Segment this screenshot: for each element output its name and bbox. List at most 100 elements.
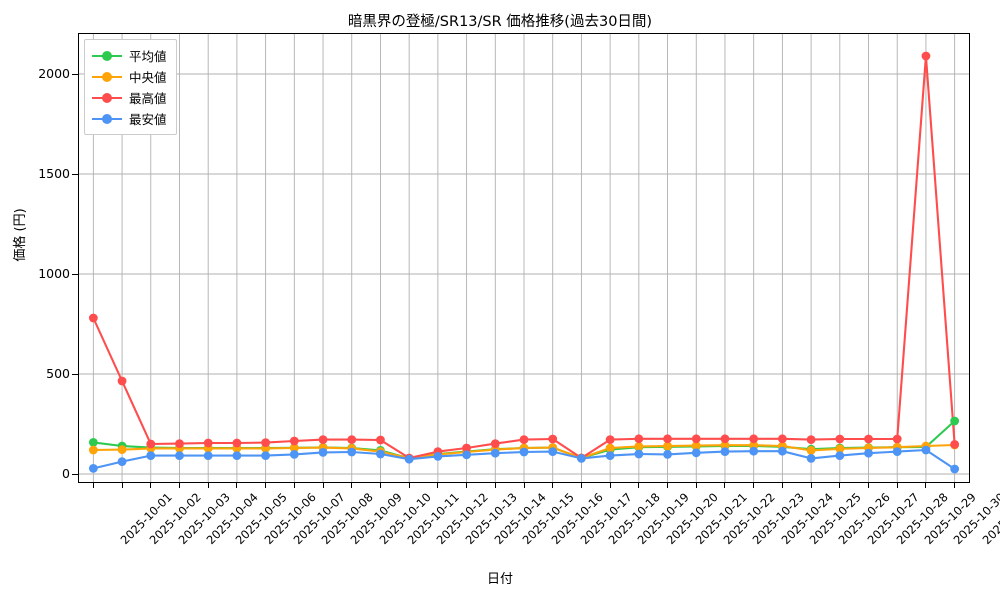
data-point (376, 449, 385, 459)
x-tick-mark (178, 483, 180, 488)
data-point (864, 448, 873, 458)
data-point (232, 438, 242, 448)
data-point (462, 443, 471, 453)
data-point (519, 435, 529, 444)
x-tick-mark (437, 483, 439, 488)
data-point (548, 447, 558, 456)
x-tick-mark (667, 483, 669, 488)
legend-swatch-icon (92, 91, 122, 105)
x-tick-mark (408, 483, 410, 488)
x-tick-mark (810, 483, 812, 488)
y-tick-label: 0 (62, 466, 70, 481)
data-point (347, 447, 357, 457)
legend-swatch-icon (92, 49, 122, 63)
data-point (663, 441, 672, 451)
data-point (146, 451, 156, 460)
x-tick-mark (781, 483, 783, 488)
x-tick-mark (351, 483, 353, 488)
legend-item-最高値[interactable]: 最高値 (92, 87, 167, 108)
plot-area (78, 33, 970, 483)
data-point (634, 449, 644, 459)
x-tick-mark (695, 483, 697, 488)
y-tick-mark (72, 273, 78, 275)
data-point (749, 446, 759, 456)
data-point (605, 451, 615, 460)
chart-legend[interactable]: 平均値中央値最高値 最安値 (84, 39, 177, 135)
data-point (835, 434, 845, 444)
x-tick-mark (207, 483, 209, 488)
data-point (892, 447, 902, 456)
data-point (203, 451, 213, 460)
x-tick-mark (609, 483, 611, 488)
x-tick-mark (494, 483, 496, 488)
data-point (88, 445, 98, 455)
data-point (318, 435, 328, 444)
y-tick-mark (72, 173, 78, 175)
y-tick-label: 1000 (38, 266, 70, 281)
y-axis-tick-labels: 0 500 1000 1500 2000 (0, 0, 78, 600)
chart-title: 暗黒界の登極/SR13/SR 価格推移(過去30日間) (347, 14, 653, 30)
data-point (605, 435, 615, 444)
data-point (88, 313, 98, 323)
data-point (490, 439, 500, 448)
data-point (663, 434, 672, 444)
x-tick-mark (466, 483, 468, 488)
data-point (921, 51, 931, 61)
data-point (577, 454, 586, 463)
data-point (691, 434, 701, 444)
data-point (376, 435, 385, 445)
data-point (261, 451, 271, 460)
data-point (289, 443, 299, 453)
data-point (289, 436, 299, 446)
data-point (490, 448, 500, 458)
data-point (347, 435, 357, 444)
data-point (462, 450, 471, 460)
x-tick-mark (293, 483, 295, 488)
y-tick-label: 2000 (38, 66, 70, 81)
data-point (864, 434, 873, 444)
x-tick-mark (523, 483, 525, 488)
y-tick-label: 500 (46, 366, 70, 381)
data-point (777, 434, 787, 444)
data-point (88, 464, 98, 473)
data-point (777, 446, 787, 456)
legend-swatch-icon (92, 112, 122, 126)
legend-label: 平均値 (129, 49, 167, 64)
data-point (634, 434, 644, 444)
data-point (835, 444, 845, 454)
x-tick-mark (724, 483, 726, 488)
plot-svg (79, 34, 969, 482)
data-point (433, 452, 443, 461)
x-tick-mark (379, 483, 381, 488)
x-tick-mark (753, 483, 755, 488)
data-point (318, 448, 328, 457)
y-tick-mark (72, 373, 78, 375)
data-point (720, 434, 730, 444)
data-point (605, 443, 615, 453)
x-tick-mark (839, 483, 841, 488)
x-tick-mark (638, 483, 640, 488)
data-point (232, 451, 242, 460)
data-point (175, 439, 184, 448)
x-tick-mark (868, 483, 870, 488)
x-tick-mark (954, 483, 956, 488)
data-point (117, 376, 127, 386)
legend-item-中央値[interactable]: 中央値 (92, 66, 167, 87)
data-point (720, 440, 730, 450)
legend-label: 中央値 (129, 70, 167, 85)
x-tick-mark (552, 483, 554, 488)
data-point (921, 445, 931, 455)
x-tick-mark (322, 483, 324, 488)
x-tick-mark (121, 483, 123, 488)
y-tick-label: 1500 (38, 166, 70, 181)
data-point (691, 441, 701, 450)
data-point (806, 435, 816, 444)
data-point (892, 434, 902, 444)
legend-item-平均値[interactable]: 平均値 (92, 45, 167, 66)
data-point (404, 454, 414, 464)
data-point (806, 446, 816, 455)
legend-item-最安値[interactable]: 最安値 (92, 108, 167, 129)
data-point (634, 442, 644, 451)
